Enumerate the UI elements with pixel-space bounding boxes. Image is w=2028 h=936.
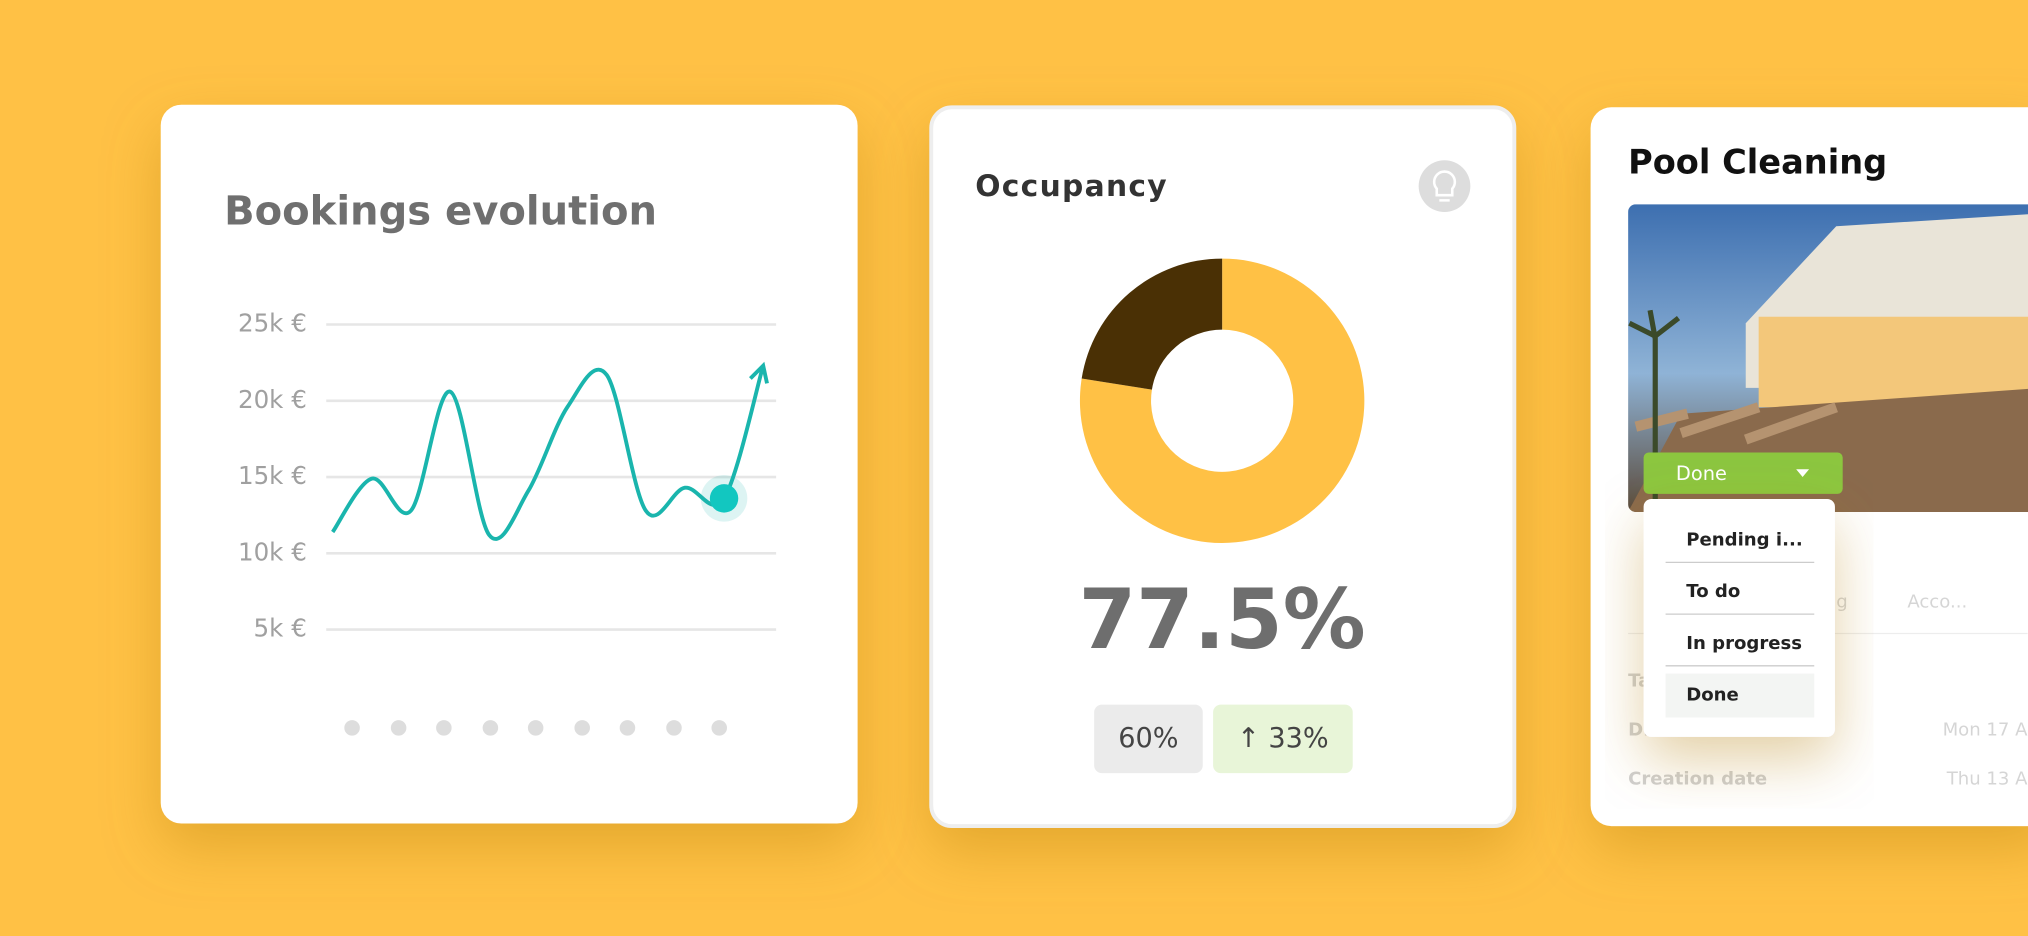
highlight-point [709, 484, 739, 513]
tab: g [1836, 591, 1847, 612]
card [160, 104, 858, 824]
pagination [344, 720, 727, 736]
card-title: Pool Cleaning [1628, 143, 1887, 182]
hint-icon[interactable] [1418, 160, 1471, 213]
badge-text: ↑ 33% [1237, 723, 1329, 754]
row-label: Creation date [1628, 769, 1767, 790]
status-label: Done [1676, 462, 1727, 485]
row-value: Mon 17 A [1943, 719, 2028, 740]
donut-slice [1081, 258, 1223, 390]
card-title: Occupancy [975, 169, 1168, 204]
badge-text: 60% [1118, 723, 1178, 754]
badge [1094, 704, 1203, 774]
badge [1213, 704, 1353, 774]
caret [1796, 469, 1810, 478]
menu-item[interactable]: Done [1686, 685, 1739, 706]
donut-slice [1079, 258, 1365, 543]
y-tick-label: 15k € [238, 461, 307, 490]
y-tick-label: 20k € [238, 385, 307, 414]
menu-item[interactable]: To do [1686, 581, 1740, 602]
menu-item[interactable]: In progress [1686, 633, 1802, 654]
tab: Acco... [1907, 591, 1967, 612]
line [331, 365, 766, 541]
y-tick-label: 25k € [238, 308, 307, 337]
bulb [1432, 170, 1457, 202]
menu-items: Pending i... To do In progress Done [1665, 529, 1815, 718]
menu-item[interactable]: Pending i... [1686, 529, 1802, 550]
card-title: Bookings evolution [224, 188, 657, 234]
arrow-head [749, 361, 769, 384]
menu-selected [1665, 673, 1815, 718]
y-tick-label: 5k € [254, 614, 307, 643]
center-label: 77.5% [1079, 571, 1366, 668]
row-value: Thu 13 A [1946, 769, 2028, 790]
status-dropdown[interactable] [1643, 452, 1843, 494]
y-tick-label: 10k € [238, 537, 307, 566]
card [929, 105, 1517, 829]
